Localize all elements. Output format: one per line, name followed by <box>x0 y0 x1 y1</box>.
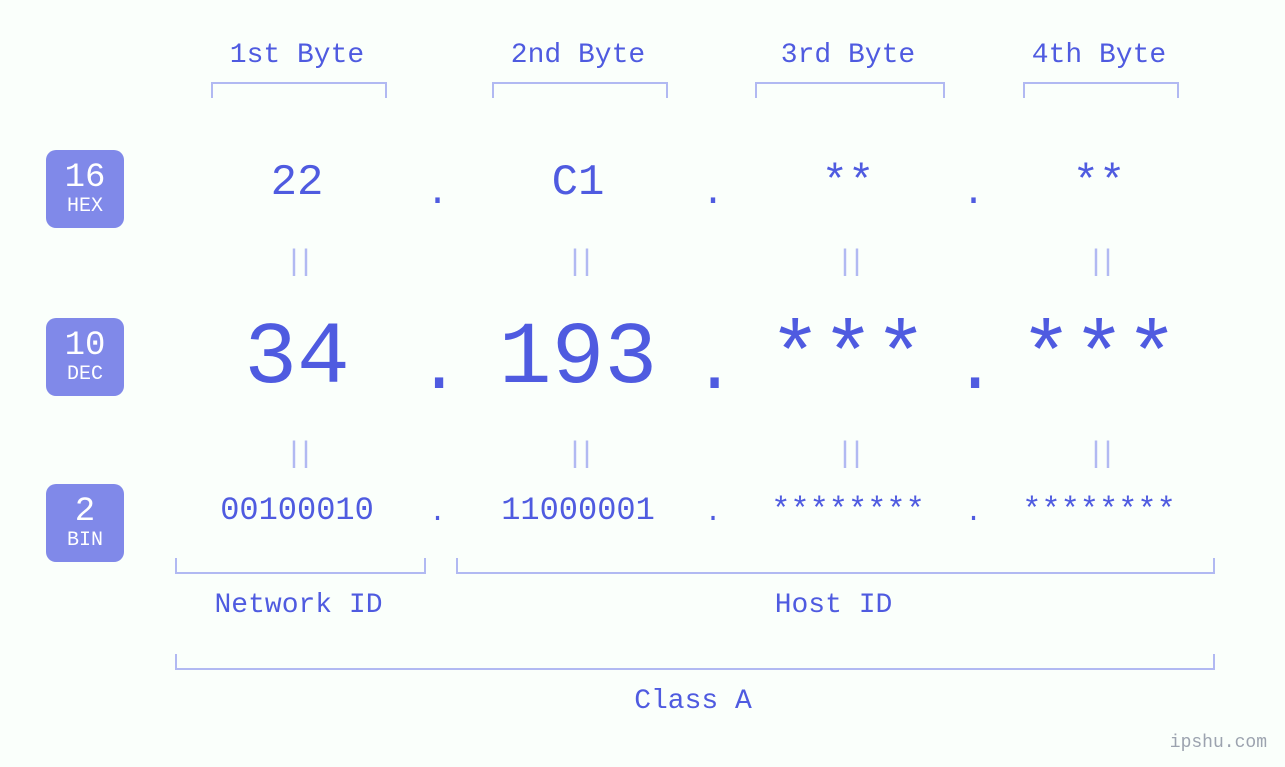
hex-byte-2: C1 <box>433 158 723 208</box>
badge-hex-num: 16 <box>46 161 124 197</box>
class-label: Class A <box>563 686 823 717</box>
badge-bin: 2 BIN <box>46 484 124 562</box>
byte-header-4: 4th Byte <box>984 40 1214 71</box>
bin-byte-3: ******** <box>703 492 993 529</box>
top-bracket-3 <box>755 82 945 98</box>
hex-byte-1: 22 <box>152 158 442 208</box>
equals-2-1: || <box>277 438 317 472</box>
network-bracket <box>175 558 426 574</box>
badge-dec-num: 10 <box>46 329 124 365</box>
equals-1-2: || <box>558 246 598 280</box>
top-bracket-2 <box>492 82 668 98</box>
badge-bin-num: 2 <box>46 495 124 531</box>
byte-header-2: 2nd Byte <box>463 40 693 71</box>
badge-hex-label: HEX <box>46 196 124 217</box>
equals-2-3: || <box>828 438 868 472</box>
bin-byte-4: ******** <box>954 492 1244 529</box>
equals-2-2: || <box>558 438 598 472</box>
dec-byte-3: *** <box>703 310 993 409</box>
host-id-label: Host ID <box>704 590 964 621</box>
top-bracket-1 <box>211 82 387 98</box>
dec-byte-2: 193 <box>433 310 723 409</box>
dec-byte-1: 34 <box>152 310 442 409</box>
hex-byte-3: ** <box>703 158 993 208</box>
dec-byte-4: *** <box>954 310 1244 409</box>
badge-bin-label: BIN <box>46 530 124 551</box>
watermark: ipshu.com <box>1170 733 1267 753</box>
badge-dec: 10 DEC <box>46 318 124 396</box>
equals-1-1: || <box>277 246 317 280</box>
byte-header-1: 1st Byte <box>182 40 412 71</box>
top-bracket-4 <box>1023 82 1179 98</box>
equals-1-4: || <box>1079 246 1119 280</box>
hex-byte-4: ** <box>954 158 1244 208</box>
badge-dec-label: DEC <box>46 364 124 385</box>
class-bracket <box>175 654 1215 670</box>
badge-hex: 16 HEX <box>46 150 124 228</box>
bin-byte-1: 00100010 <box>152 492 442 529</box>
byte-header-3: 3rd Byte <box>733 40 963 71</box>
bin-byte-2: 11000001 <box>433 492 723 529</box>
network-id-label: Network ID <box>169 590 429 621</box>
host-bracket <box>456 558 1215 574</box>
equals-1-3: || <box>828 246 868 280</box>
equals-2-4: || <box>1079 438 1119 472</box>
